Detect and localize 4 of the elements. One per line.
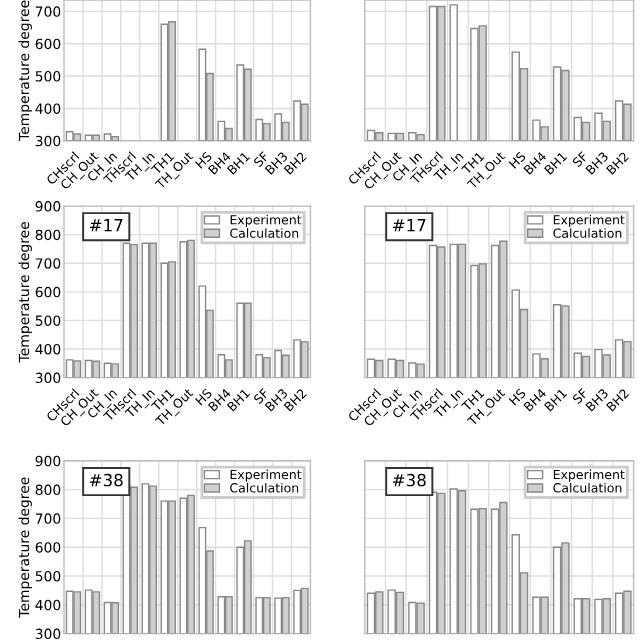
annotation: #17 bbox=[89, 219, 123, 232]
annotation: #17 bbox=[392, 219, 426, 232]
annotation: #38 bbox=[392, 473, 426, 487]
annotation: #38 bbox=[89, 473, 123, 487]
